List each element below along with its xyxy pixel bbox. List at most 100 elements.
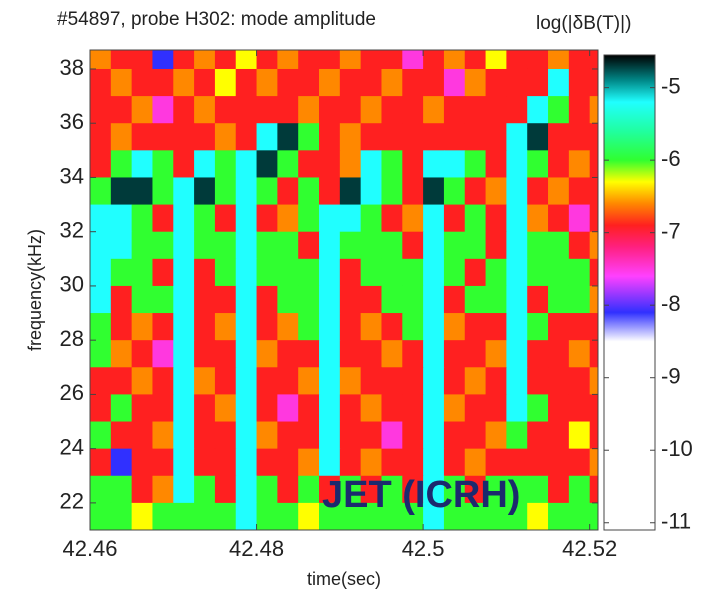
heat-cell xyxy=(568,231,591,260)
heat-cell xyxy=(506,502,528,530)
heat-cell xyxy=(423,50,445,70)
heat-cell xyxy=(527,123,549,151)
heat-cell xyxy=(464,96,487,124)
heat-cell xyxy=(548,258,570,287)
heat-cell xyxy=(381,150,403,179)
heat-cell xyxy=(194,340,216,368)
heat-cell xyxy=(381,502,403,530)
heat-cell xyxy=(381,340,403,368)
heat-cell xyxy=(443,177,466,206)
heat-cell xyxy=(319,177,341,206)
heat-cell xyxy=(235,421,258,450)
heat-cell xyxy=(256,367,278,396)
heat-cell xyxy=(319,421,341,450)
heat-cell xyxy=(131,177,154,206)
heat-cell xyxy=(360,285,383,314)
heat-cell xyxy=(548,340,570,368)
heat-cell xyxy=(131,150,154,179)
heat-cell xyxy=(256,502,278,530)
heat-cell xyxy=(527,367,549,396)
heat-cell xyxy=(194,285,216,314)
heat-cell xyxy=(298,394,320,423)
heat-cell xyxy=(423,123,445,151)
heat-cell xyxy=(360,367,383,396)
heat-cell xyxy=(298,204,320,233)
heat-cell xyxy=(589,68,598,97)
heat-cell xyxy=(527,340,549,368)
heat-cell xyxy=(194,177,216,206)
heat-cell xyxy=(423,421,445,450)
heat-cell xyxy=(402,475,424,504)
heat-cell xyxy=(548,313,570,341)
heat-cell xyxy=(360,68,383,97)
heat-cell xyxy=(152,258,174,287)
heat-cell xyxy=(423,258,445,287)
heat-cell xyxy=(214,448,237,477)
heat-cell xyxy=(214,285,237,314)
heat-cell xyxy=(173,96,195,124)
heat-cell xyxy=(90,177,112,206)
heat-cell xyxy=(568,204,591,233)
heat-cell xyxy=(423,231,445,260)
heat-cell xyxy=(235,502,258,530)
heat-cell xyxy=(277,50,299,70)
heat-cell xyxy=(568,50,591,70)
y-tick-label: 38 xyxy=(60,55,84,80)
heat-cell xyxy=(360,448,383,477)
heat-cell xyxy=(485,421,507,450)
heat-cell xyxy=(464,123,487,151)
heat-cell xyxy=(381,475,403,504)
heat-cell xyxy=(319,502,341,530)
heat-cell xyxy=(568,285,591,314)
heat-cell xyxy=(110,96,133,124)
heat-cell xyxy=(568,96,591,124)
heat-cell xyxy=(339,394,362,423)
colorbar-tick-label: -10 xyxy=(661,436,693,461)
heat-cell xyxy=(256,204,278,233)
heat-cell xyxy=(152,68,174,97)
heat-cell xyxy=(256,394,278,423)
colorbar-tick-label: -5 xyxy=(661,73,681,98)
heat-cell xyxy=(131,231,154,260)
y-tick-label: 34 xyxy=(60,163,84,188)
heat-cell xyxy=(298,421,320,450)
heat-cell xyxy=(402,50,424,70)
heat-cell xyxy=(506,231,528,260)
heat-cell xyxy=(235,68,258,97)
heat-cell xyxy=(214,231,237,260)
heat-cell xyxy=(339,231,362,260)
heat-cell xyxy=(90,231,112,260)
heat-cell xyxy=(298,340,320,368)
heat-cell xyxy=(339,258,362,287)
heat-cell xyxy=(298,367,320,396)
heat-cell xyxy=(443,96,466,124)
heat-cell xyxy=(256,123,278,151)
heat-cell xyxy=(339,68,362,97)
heat-cell xyxy=(589,421,598,450)
heat-cell xyxy=(152,502,174,530)
heat-cell xyxy=(131,367,154,396)
y-tick-label: 26 xyxy=(60,380,84,405)
heat-cell xyxy=(235,475,258,504)
heat-cell xyxy=(443,50,466,70)
heat-cell xyxy=(319,50,341,70)
x-tick-label: 42.5 xyxy=(402,536,445,561)
heat-cell xyxy=(131,394,154,423)
heatmap xyxy=(90,50,598,530)
heat-cell xyxy=(90,68,112,97)
heat-cell xyxy=(402,204,424,233)
heat-cell xyxy=(319,367,341,396)
heat-cell xyxy=(131,448,154,477)
heat-cell xyxy=(360,502,383,530)
heat-cell xyxy=(527,231,549,260)
heat-cell xyxy=(194,502,216,530)
heat-cell xyxy=(381,421,403,450)
heat-cell xyxy=(90,96,112,124)
heat-cell xyxy=(464,258,487,287)
heat-cell xyxy=(173,231,195,260)
heat-cell xyxy=(173,394,195,423)
heat-cell xyxy=(235,258,258,287)
heat-cell xyxy=(319,394,341,423)
heat-cell xyxy=(381,448,403,477)
